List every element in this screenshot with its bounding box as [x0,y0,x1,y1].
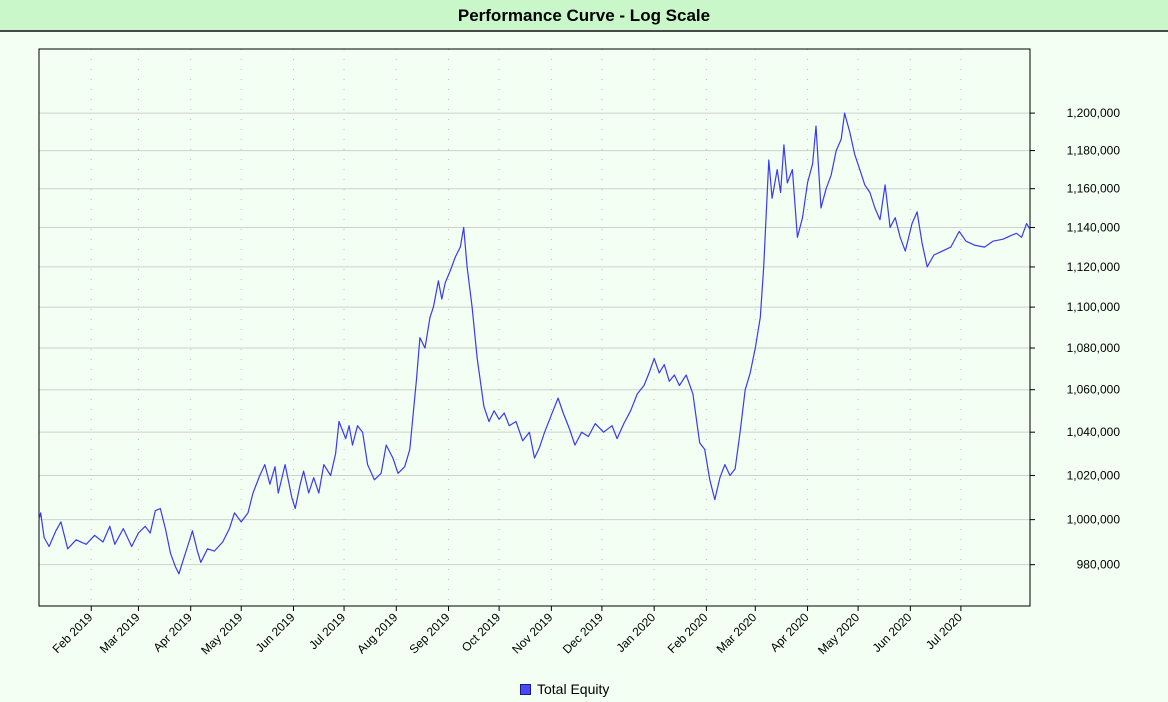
x-tick-label: Oct 2019 [459,610,504,655]
y-tick-label: 1,060,000 [1067,383,1121,397]
x-tick-label: May 2019 [198,610,245,657]
y-tick-label: 1,020,000 [1067,468,1121,482]
x-tick-label: Jun 2020 [870,610,915,655]
x-tick-label: Jun 2019 [253,610,298,655]
chart-title: Performance Curve - Log Scale [0,0,1168,32]
legend: Total Equity [520,680,609,698]
y-tick-label: 980,000 [1077,558,1121,572]
series-layer [38,112,1031,575]
x-tick-label: Nov 2019 [509,610,555,656]
x-tick-label: May 2020 [815,610,862,657]
x-tick-label: Mar 2019 [97,610,143,656]
y-axis-tick-labels: 980,000 1,000,000 1,020,000 1,040,000 1,060,… [1030,106,1120,572]
legend-label: Total Equity [537,681,610,697]
x-tick-label: Aug 2019 [354,610,400,656]
y-tick-label: 1,120,000 [1067,260,1121,274]
x-tick-label: Feb 2020 [665,610,711,656]
x-tick-label: Apr 2020 [767,610,812,655]
grid-layer [39,49,1030,606]
x-tick-label: Dec 2019 [560,610,606,656]
x-tick-label: Jul 2019 [306,610,348,652]
y-tick-label: 1,080,000 [1067,341,1121,355]
y-tick-label: 1,040,000 [1067,425,1121,439]
x-tick-label: Mar 2020 [714,610,760,656]
x-axis-tick-labels: Feb 2019 Mar 2019 Apr 2019 May 2019 Jun 2019… [50,606,965,657]
plot-area-border [38,48,1031,607]
x-tick-label: Jan 2020 [613,610,658,655]
y-tick-label: 1,100,000 [1067,300,1121,314]
x-tick-label: Jul 2020 [923,610,965,652]
x-tick-label: Apr 2019 [150,610,195,655]
y-tick-label: 1,160,000 [1067,182,1121,196]
y-tick-label: 1,000,000 [1067,513,1121,527]
legend-swatch [520,683,531,695]
y-tick-label: 1,180,000 [1067,144,1121,158]
x-tick-label: Sep 2019 [406,610,452,656]
y-tick-label: 1,200,000 [1067,106,1121,120]
y-tick-label: 1,140,000 [1067,220,1121,234]
series-line-total-equity [38,112,1031,575]
x-tick-label: Feb 2019 [50,610,96,656]
